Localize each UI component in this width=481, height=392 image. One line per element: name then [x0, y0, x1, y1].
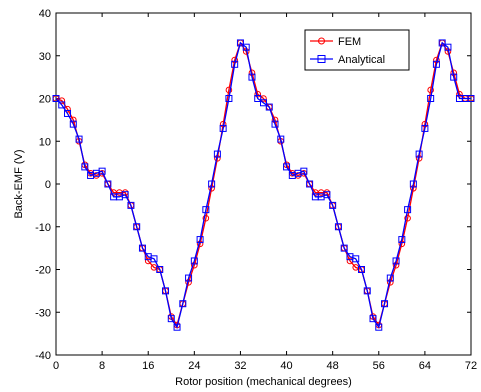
- series-analytical-point: [386, 274, 394, 282]
- series-analytical-point: [421, 124, 429, 132]
- x-tick-label: 40: [280, 360, 292, 372]
- x-axis-label: Rotor position (mechanical degrees): [175, 376, 352, 388]
- series-analytical-point: [306, 180, 314, 188]
- series-analytical-point: [340, 244, 348, 252]
- series-analytical-point: [133, 223, 141, 231]
- series-analytical-point: [357, 266, 365, 273]
- series-layer: [52, 39, 475, 331]
- series-analytical-point: [254, 95, 262, 102]
- series-analytical-point: [283, 163, 291, 171]
- x-tick-label: 48: [327, 360, 339, 372]
- series-analytical-point: [167, 315, 175, 323]
- series-analytical-point: [156, 266, 164, 273]
- series-analytical-point: [104, 180, 112, 188]
- series-fem-point: [225, 86, 233, 94]
- series-analytical-point: [260, 99, 267, 107]
- x-tick-label: 24: [188, 360, 200, 372]
- legend-fem-marker: [318, 37, 325, 45]
- x-tick-label: 32: [234, 360, 246, 372]
- series-analytical-point: [375, 323, 383, 331]
- legend-fem-label: FEM: [338, 36, 361, 48]
- series-analytical-point: [52, 95, 60, 102]
- x-tick-label: 16: [142, 360, 154, 372]
- series-analytical-point: [75, 135, 83, 143]
- series-analytical-point: [98, 167, 106, 175]
- series-analytical-point: [242, 43, 250, 51]
- series-analytical-point: [329, 201, 337, 209]
- y-tick-label: 40: [39, 8, 51, 20]
- series-analytical-point: [202, 206, 210, 214]
- series-analytical-point: [277, 135, 285, 143]
- legend-analytical-marker: [317, 55, 326, 63]
- y-tick-label: 0: [45, 179, 51, 191]
- y-tick-label: -40: [35, 350, 51, 362]
- series-analytical-point: [219, 124, 227, 132]
- series-analytical-point: [225, 95, 233, 102]
- y-tick-label: 10: [39, 136, 51, 148]
- x-tick-label: 0: [53, 360, 59, 372]
- series-analytical-point: [150, 255, 158, 263]
- y-tick-label: -20: [35, 265, 51, 277]
- series-analytical-point: [467, 95, 475, 102]
- series-analytical-point: [432, 60, 440, 68]
- series-analytical-point: [404, 206, 412, 214]
- series-analytical-point: [185, 274, 193, 282]
- series-analytical-point: [271, 120, 279, 128]
- series-analytical-point: [444, 43, 452, 51]
- series-analytical-point: [127, 201, 135, 209]
- legend-analytical-label: Analytical: [338, 54, 385, 66]
- series-analytical-point: [69, 120, 77, 128]
- series-fem-line: [55, 41, 471, 327]
- x-axis-ticks: 0 8 16 24 32 40 48 56 64 72: [53, 13, 477, 372]
- series-analytical-point: [81, 163, 89, 171]
- series-fem-point: [404, 214, 411, 222]
- y-tick-label: 20: [39, 94, 51, 106]
- series-analytical-line: [55, 41, 471, 329]
- series-analytical-point: [392, 257, 400, 265]
- y-tick-label: -30: [35, 307, 51, 319]
- series-analytical-point: [64, 109, 72, 117]
- y-tick-label: 30: [39, 51, 51, 63]
- series-analytical-point: [236, 39, 244, 47]
- series-analytical-point: [248, 73, 256, 81]
- series-analytical-point: [179, 300, 187, 308]
- series-analytical-point: [173, 323, 181, 331]
- series-analytical-point: [363, 287, 371, 295]
- series-analytical-point: [231, 60, 239, 68]
- series-analytical-point: [369, 315, 377, 323]
- series-analytical-point: [213, 150, 221, 158]
- series-analytical-point: [300, 167, 308, 175]
- legend: FEM Analytical: [304, 29, 410, 71]
- series-analytical-point: [450, 73, 458, 81]
- series-analytical-point: [190, 257, 198, 265]
- series-analytical-point: [415, 150, 423, 158]
- series-analytical-point: [265, 103, 273, 111]
- series-analytical-point: [427, 95, 435, 102]
- series-fem-point: [202, 214, 210, 222]
- series-analytical-point: [438, 39, 446, 47]
- series-analytical-point: [208, 180, 216, 188]
- series-analytical-point: [58, 101, 66, 109]
- x-tick-label: 64: [419, 360, 431, 372]
- x-tick-label: 72: [465, 360, 477, 372]
- series-analytical-point: [121, 191, 129, 199]
- series-analytical-point: [138, 244, 146, 252]
- series-analytical-point: [352, 255, 360, 263]
- series-analytical-point: [398, 236, 406, 244]
- series-analytical: [52, 39, 475, 331]
- series-analytical-point: [409, 180, 417, 188]
- series-analytical-point: [162, 287, 170, 295]
- series-fem-point: [427, 86, 434, 94]
- series-analytical-point: [196, 236, 204, 244]
- series-analytical-point: [323, 191, 331, 199]
- x-tick-label: 56: [373, 360, 385, 372]
- y-tick-label: -10: [35, 222, 51, 234]
- legend-box: [304, 29, 410, 71]
- series-analytical-point: [381, 300, 389, 308]
- series-analytical-point: [334, 223, 342, 231]
- x-tick-label: 8: [99, 360, 105, 372]
- y-axis-label: Back-EMF (V): [13, 149, 25, 218]
